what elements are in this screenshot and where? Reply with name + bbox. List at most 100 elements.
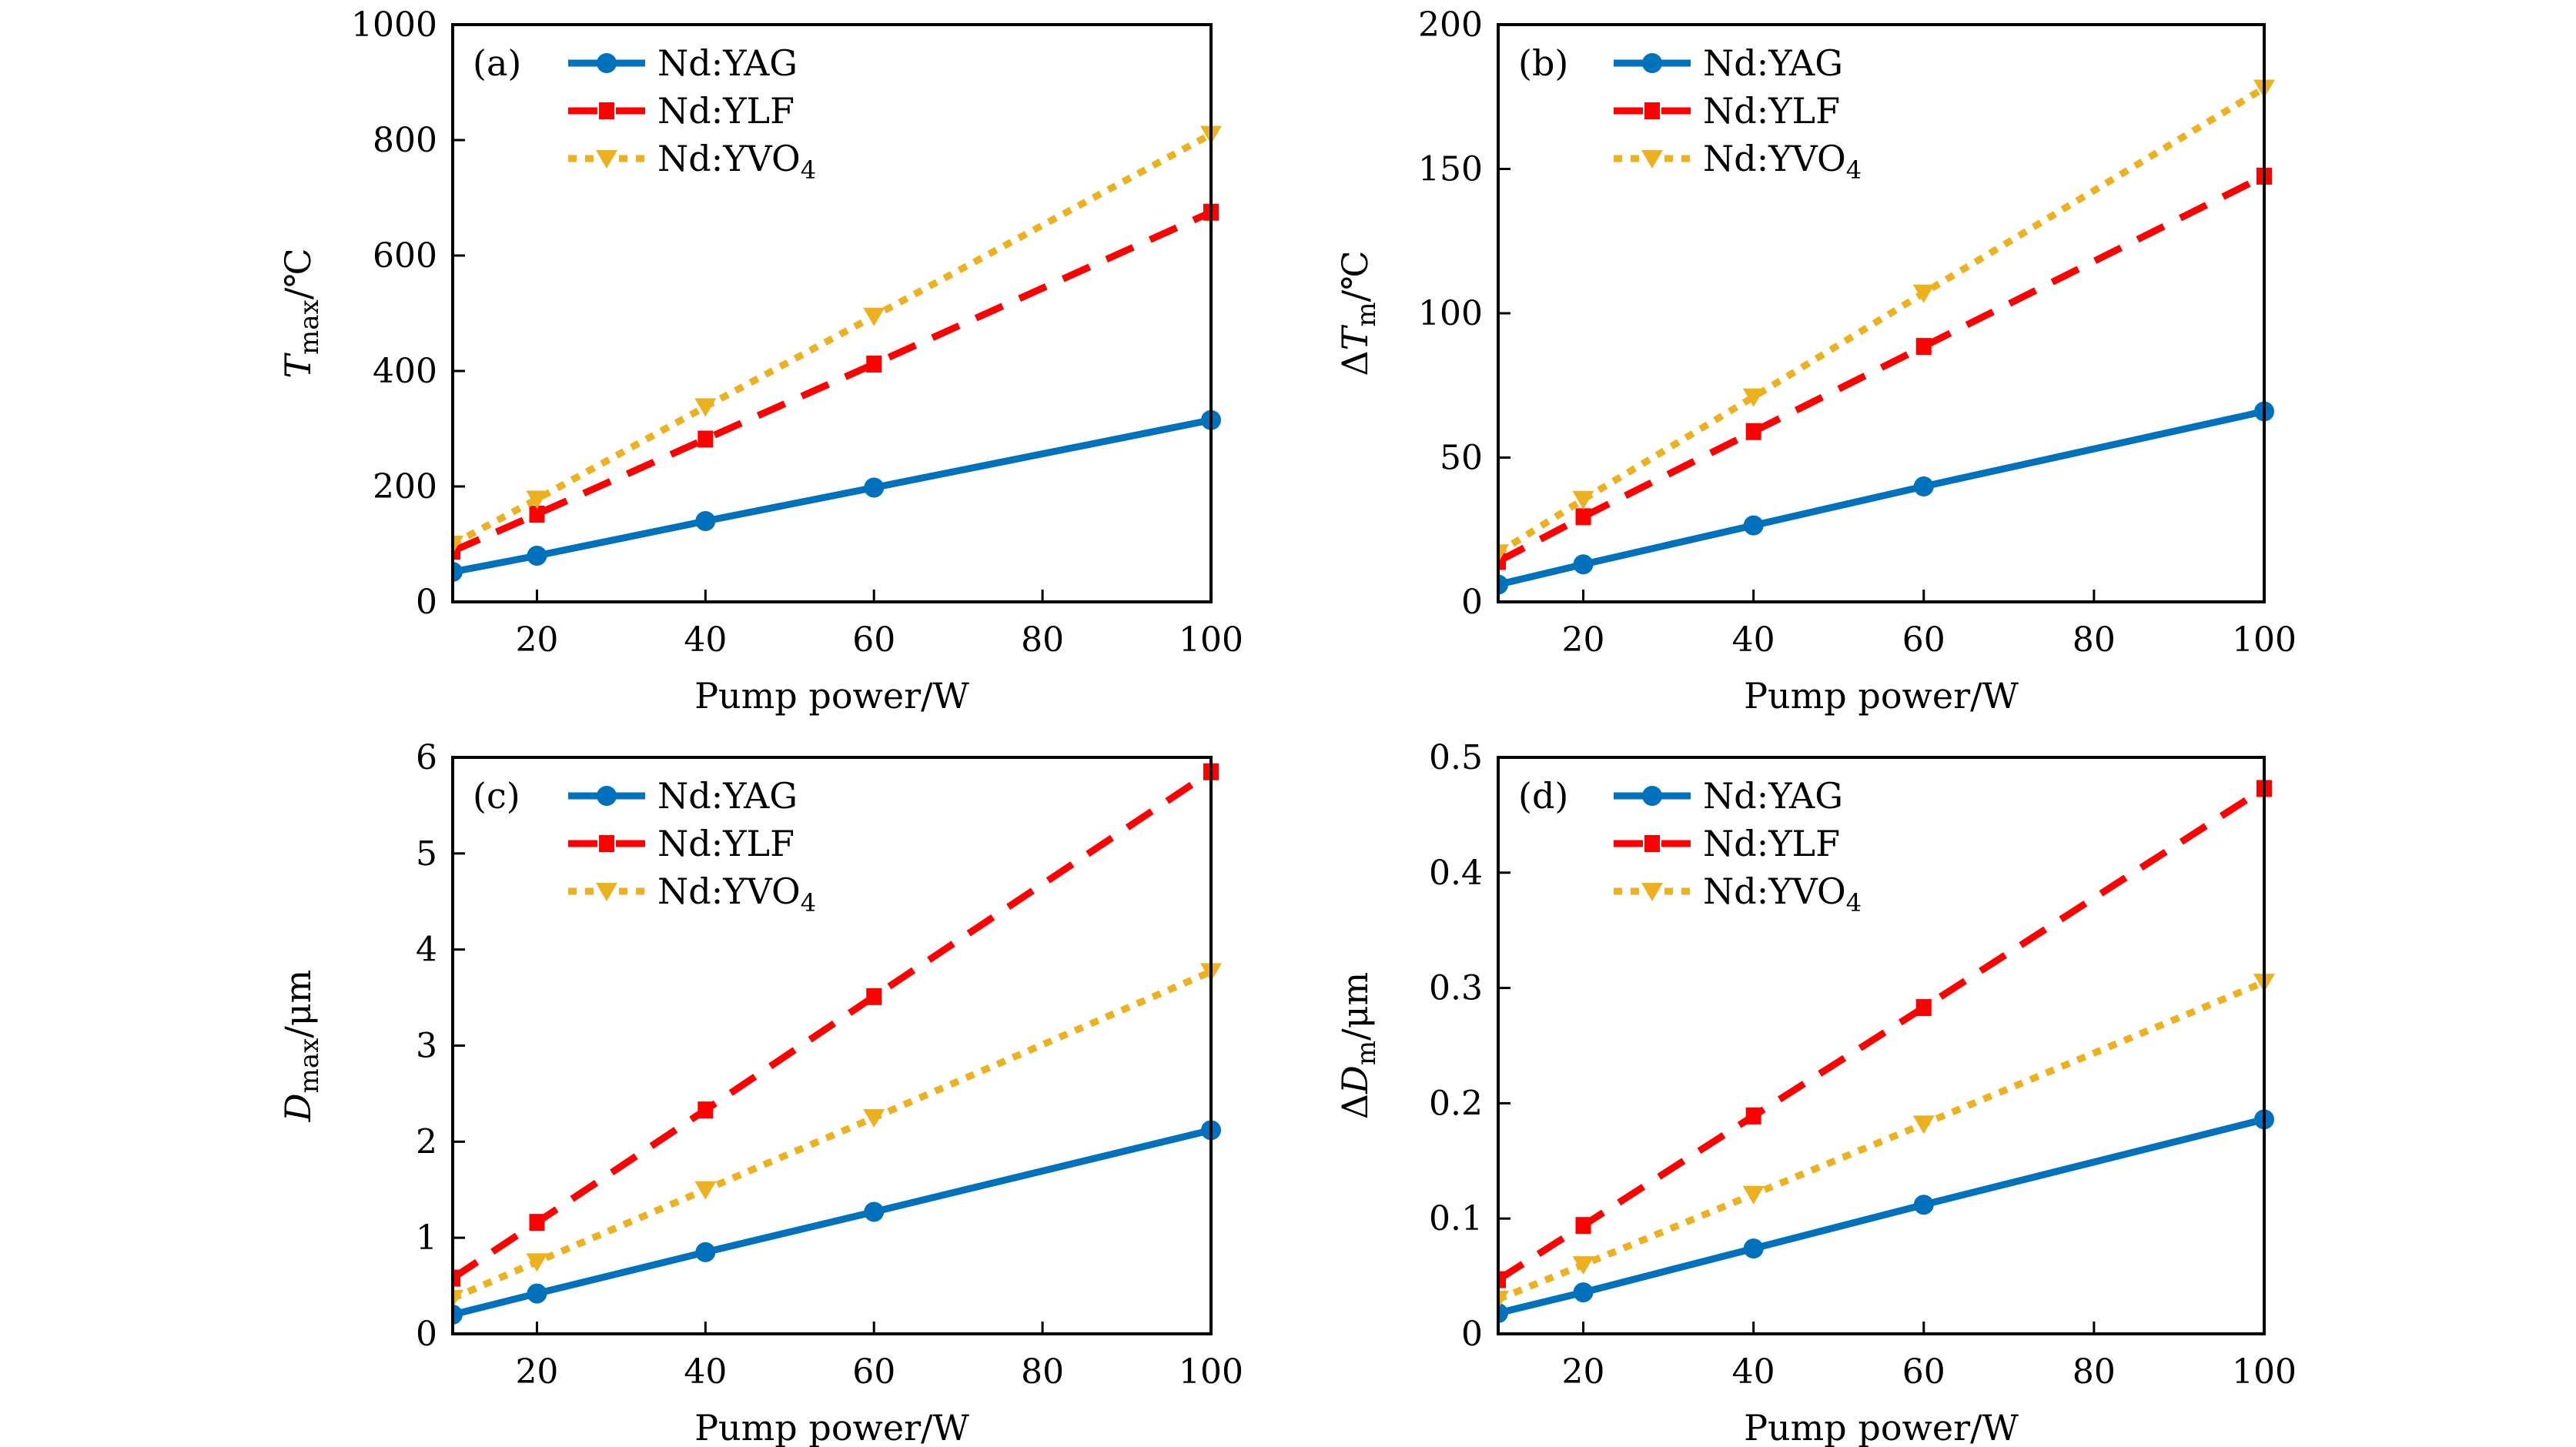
series-nd-yvo4 [453, 125, 1222, 554]
plot-frame [1497, 23, 2266, 603]
series-line [453, 968, 1213, 1302]
legend-item: Nd:YVO4 [568, 138, 816, 185]
legend-label: Nd:YAG [657, 775, 798, 817]
panel-label: (c) [473, 775, 520, 817]
legend-marker [1641, 883, 1663, 901]
legend-item: Nd:YLF [1614, 823, 1840, 864]
legend: Nd:YAG Nd:YLF Nd:YVO4 [568, 775, 816, 917]
legend-label: Nd:YLF [1703, 90, 1840, 132]
legend-marker [597, 53, 617, 73]
series-line [453, 416, 1212, 576]
data-point [1575, 508, 1591, 526]
data-point [1575, 1217, 1591, 1235]
legend-item: Nd:YLF [1614, 90, 1840, 132]
y-tick-label: 0 [416, 583, 437, 622]
panel-label: (b) [1518, 42, 1568, 84]
y-tick-label: 50 [1440, 439, 1483, 478]
y-tick-label: 600 [373, 236, 437, 276]
y-axis-title: ΔDm/μm [1334, 972, 1382, 1119]
data-point [1743, 1238, 1764, 1259]
y-tick-label: 3 [416, 1027, 437, 1066]
legend-item: Nd:YAG [568, 775, 798, 817]
legend-marker [1642, 53, 1662, 73]
data-point [695, 511, 716, 531]
data-point [1912, 284, 1935, 303]
data-point [1915, 999, 1932, 1017]
series-line [453, 131, 1213, 547]
x-tick-label: 100 [1179, 620, 1243, 660]
legend-label: Nd:YLF [657, 823, 795, 864]
series-nd-yag [1498, 401, 2274, 595]
data-point [526, 490, 548, 510]
data-point [1572, 490, 1594, 510]
series-nd-ylf [453, 763, 1219, 1287]
panel-b: 20 40 60 80 100 0 50 100 150 200 Pump power/W ΔTm/℃… [1334, 5, 2297, 717]
series-line [1498, 978, 2266, 1303]
legend-marker [597, 786, 617, 806]
y-tick-label: 200 [373, 467, 437, 506]
y-tick-label: 1 [416, 1218, 437, 1258]
legend-label: Nd:YAG [1703, 775, 1843, 817]
data-point [1498, 574, 1508, 595]
x-tick-label: 80 [2073, 1352, 2116, 1392]
x-tick-label: 40 [1732, 620, 1775, 660]
data-point [864, 1201, 885, 1222]
data-point [1745, 1107, 1761, 1125]
data-point [1743, 515, 1764, 536]
y-tick-label: 0.2 [1429, 1084, 1483, 1123]
y-tick-label: 4 [416, 931, 437, 970]
x-tick-label: 20 [1562, 1352, 1605, 1392]
data-point [1498, 544, 1509, 563]
legend: Nd:YAG Nd:YLF Nd:YVO4 [568, 42, 816, 185]
y-tick-label: 5 [416, 834, 437, 874]
data-point [698, 430, 714, 448]
x-tick-label: 20 [1562, 620, 1605, 660]
y-tick-label: 1000 [351, 5, 437, 45]
y-tick-label: 0 [1461, 583, 1483, 622]
y-tick-label: 0.4 [1429, 854, 1483, 893]
series-line [453, 768, 1213, 1282]
series-nd-yvo4 [1498, 79, 2275, 563]
data-point [1913, 1195, 1934, 1215]
series-line [1498, 785, 2267, 1283]
series-line [1498, 1116, 2266, 1317]
x-tick-label: 40 [1732, 1352, 1775, 1392]
x-tick-label: 80 [1021, 620, 1064, 660]
y-axis-title: Dmax/μm [277, 970, 325, 1123]
x-tick-label: 80 [2073, 620, 2116, 660]
data-point [866, 356, 882, 373]
data-point [698, 1101, 714, 1119]
x-tick-label: 60 [852, 620, 895, 660]
x-tick-label: 60 [1902, 1352, 1945, 1392]
legend-marker [596, 150, 617, 169]
legend-item: Nd:YLF [568, 90, 795, 132]
y-tick-label: 200 [1418, 5, 1483, 45]
legend-label: Nd:YLF [1703, 823, 1840, 864]
data-point [453, 543, 460, 560]
y-tick-label: 6 [416, 738, 437, 777]
legend-marker [1642, 786, 1662, 806]
series-nd-ylf [1498, 780, 2272, 1288]
x-tick-label: 80 [1021, 1352, 1064, 1392]
legend-item: Nd:YLF [568, 823, 795, 864]
data-point [863, 1109, 885, 1128]
x-tick-label: 100 [2232, 620, 2297, 660]
data-point [1745, 423, 1761, 440]
legend-item: Nd:YVO4 [1614, 871, 1862, 917]
panel-label: (d) [1518, 775, 1568, 817]
x-axis-title: Pump power/W [1744, 1407, 2019, 1447]
data-point [453, 562, 463, 582]
panel-c: 20 40 60 80 100 0 1 2 3 4 5 6 Pump power/W Dmax/μm (c)… [277, 738, 1243, 1447]
data-point [526, 1253, 548, 1272]
x-axis-title: Pump power/W [694, 1407, 969, 1447]
legend: Nd:YAG Nd:YLF Nd:YVO4 [1614, 42, 1862, 185]
y-tick-label: 100 [1418, 294, 1483, 333]
panel-d: 20 40 60 80 100 0 0.1 0.2 0.3 0.4 0.5 Pump power/W Δ… [1334, 738, 2297, 1447]
y-tick-label: 0.5 [1429, 738, 1483, 777]
series-nd-yvo4 [1498, 974, 2275, 1310]
legend-label: Nd:YLF [657, 90, 795, 132]
data-point [453, 1289, 463, 1308]
series-nd-ylf [453, 203, 1219, 560]
